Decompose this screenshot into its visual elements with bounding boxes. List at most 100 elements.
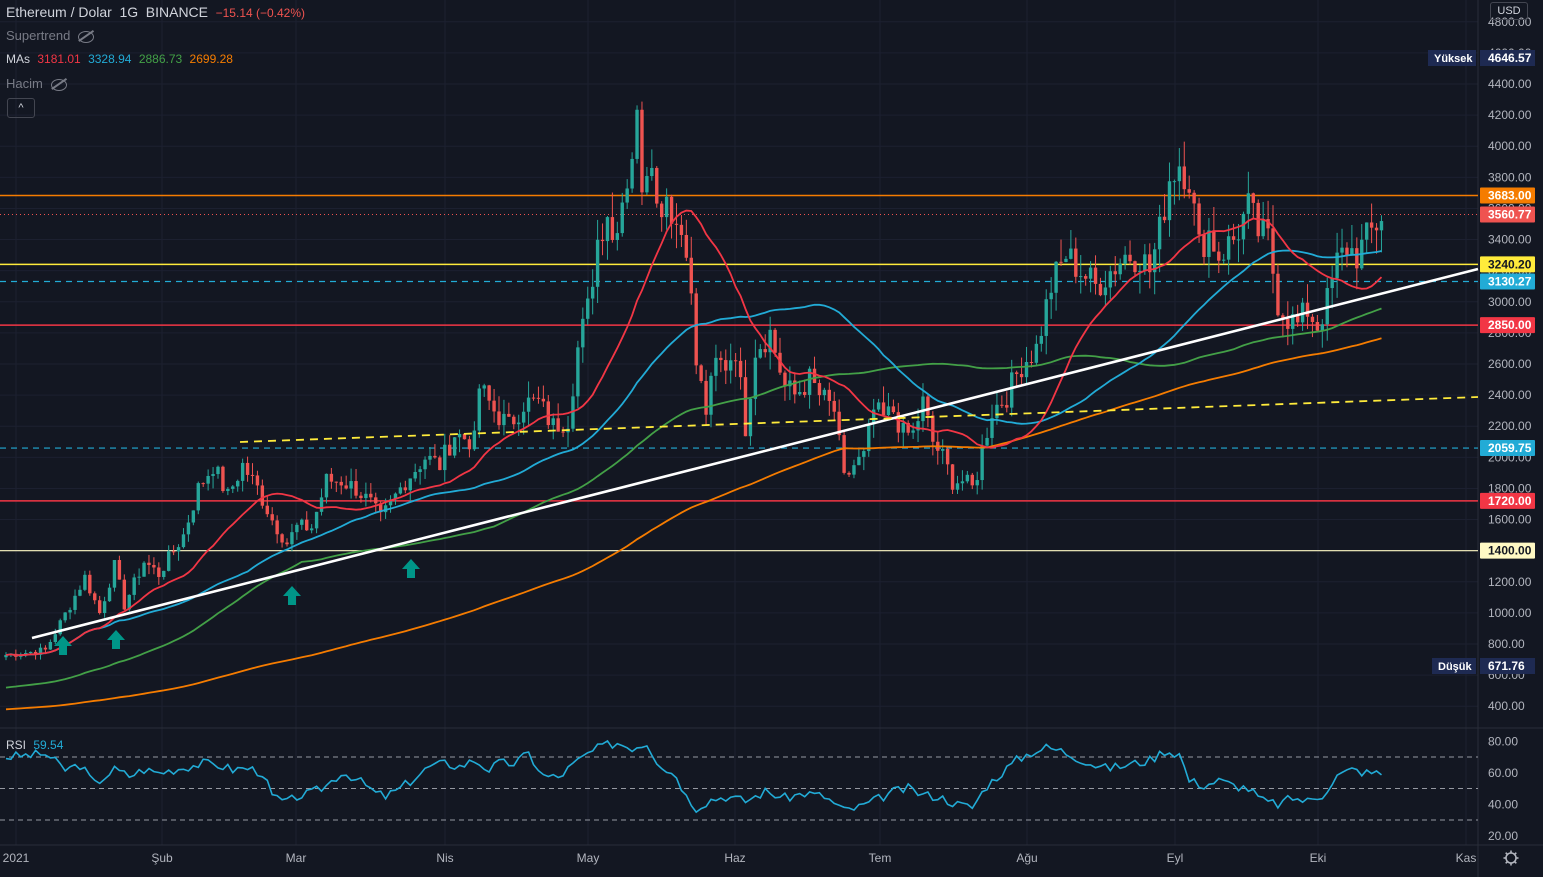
candle-body [1271, 228, 1275, 274]
candle-body [295, 524, 299, 533]
candle-body [502, 413, 506, 426]
candle-body [526, 397, 531, 412]
up-arrow-icon [402, 559, 420, 578]
price-tick-label: 2400.00 [1488, 388, 1532, 402]
candle-body [1138, 270, 1142, 273]
hidden-eye-icon[interactable] [78, 30, 95, 43]
candle-body [620, 202, 624, 234]
level-tag-label: 3240.20 [1488, 257, 1532, 271]
candle-body [1261, 219, 1265, 237]
candle-body [659, 203, 664, 218]
candle-body [211, 474, 215, 476]
price-tick-label: 400.00 [1488, 699, 1525, 713]
candle-body [916, 421, 920, 431]
candle-body [1207, 230, 1211, 257]
candle-body [344, 485, 348, 489]
candle-body [724, 360, 728, 371]
time-tick-label: Kas [1456, 851, 1477, 865]
candle-body [433, 455, 437, 458]
candle-body [1217, 251, 1221, 261]
settings-gear-icon[interactable] [1503, 850, 1519, 866]
candle-body [117, 560, 122, 580]
candle-body [290, 532, 294, 545]
rsi-legend[interactable]: RSI 59.54 [6, 738, 67, 752]
candle-body [122, 579, 127, 610]
candle-body [561, 431, 565, 433]
candle-body [448, 444, 452, 456]
candle-body [709, 375, 713, 415]
candle-body [812, 368, 817, 384]
candle-body [93, 593, 97, 601]
candle-body [216, 466, 220, 475]
candle-body [881, 402, 886, 416]
exchange-label: BINANCE [145, 4, 208, 20]
candle-body [941, 449, 945, 451]
candle-body [1197, 203, 1201, 235]
candle-body [679, 224, 684, 235]
candle-body [1320, 324, 1325, 331]
candle-body [1079, 276, 1083, 278]
candle-body [408, 478, 412, 491]
candle-body [1098, 283, 1103, 296]
candle-body [990, 418, 994, 438]
candle-body [1010, 372, 1014, 408]
candle-body [349, 481, 353, 489]
candle-body [521, 411, 526, 423]
rsi-tick-label: 80.00 [1488, 734, 1518, 748]
time-tick-label: Eki [1310, 851, 1327, 865]
candle-body [1379, 221, 1384, 231]
supertrend-legend[interactable]: Supertrend [6, 28, 98, 43]
candle-body [783, 372, 787, 387]
candle-body [1192, 192, 1196, 204]
time-tick-label: Ağu [1016, 851, 1037, 865]
candle-body [1152, 249, 1157, 273]
candle-body [388, 499, 393, 506]
candle-body [206, 475, 210, 484]
level-tag-label: 3560.77 [1488, 208, 1532, 222]
candle-body [1044, 299, 1048, 336]
candle-body [1108, 271, 1113, 288]
level-tag [1480, 273, 1535, 290]
candle-body [926, 396, 930, 416]
hidden-eye-icon[interactable] [50, 78, 67, 91]
candle-body [1177, 166, 1182, 182]
candle-body [748, 398, 753, 437]
candle-body [1335, 252, 1339, 279]
candle-body [674, 223, 679, 225]
time-tick-label: Mar [286, 851, 307, 865]
candle-body [753, 357, 758, 399]
candle-body [1014, 372, 1019, 374]
candle-body [896, 412, 901, 433]
candle-body [369, 493, 373, 498]
candle-body [1123, 254, 1127, 264]
candle-body [1251, 193, 1255, 203]
interval-label: 1G [119, 4, 139, 20]
candle-body [359, 495, 363, 499]
candle-body [1202, 234, 1206, 257]
level-tag [1480, 542, 1535, 559]
candle-body [53, 634, 57, 642]
mas-legend[interactable]: MAs 3181.01 3328.94 2886.73 2699.28 [6, 52, 237, 66]
level-tag-label: 2059.75 [1488, 441, 1532, 455]
candle-body [862, 451, 866, 457]
ma-line-orange [5, 337, 1382, 711]
volume-legend[interactable]: Hacim [6, 76, 71, 91]
mas-label: MAs [6, 52, 30, 66]
candle-body [729, 360, 733, 371]
candle-body [694, 293, 698, 366]
candle-body [1064, 258, 1068, 262]
candle-body [921, 396, 925, 422]
candle-body [1276, 273, 1280, 316]
up-arrow-icon [283, 586, 301, 605]
candle-body [314, 511, 319, 529]
level-tag-label: 1720.00 [1488, 494, 1532, 508]
candle-body [374, 497, 378, 504]
candle-body [995, 404, 999, 419]
candle-body [132, 577, 136, 595]
collapse-legend-button[interactable]: ^ [7, 98, 35, 118]
currency-selector[interactable]: USD [1490, 2, 1528, 20]
extreme-tag [1480, 50, 1535, 66]
price-tick-label: 4800.00 [1488, 15, 1532, 29]
